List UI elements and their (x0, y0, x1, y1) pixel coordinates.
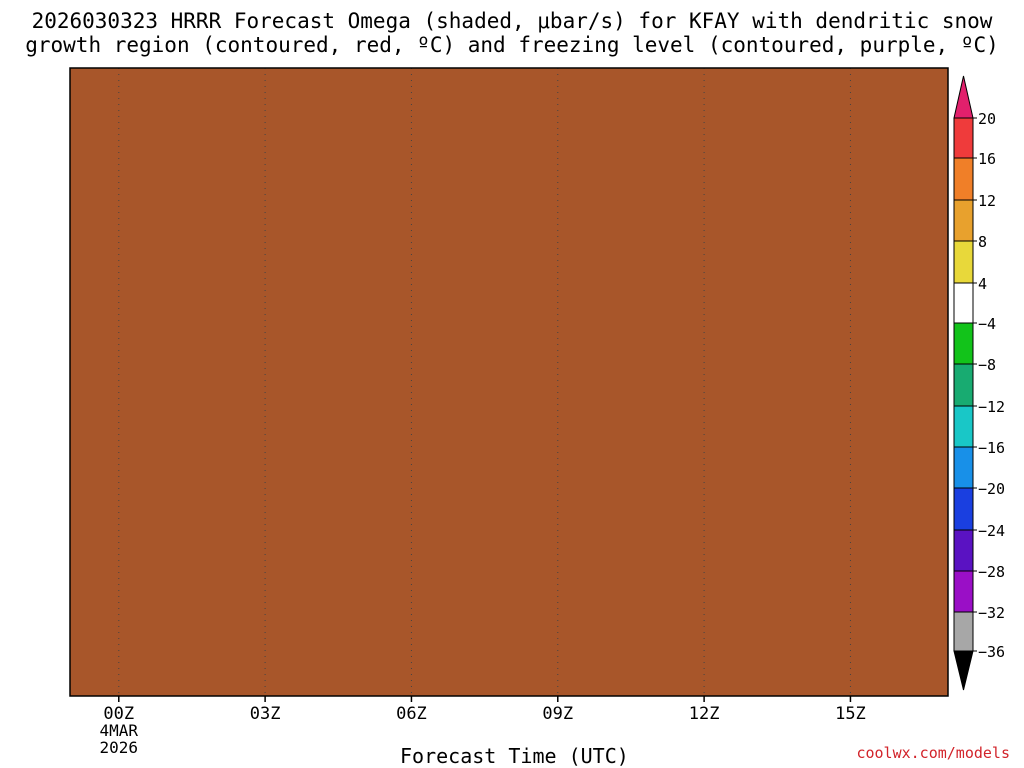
colorbar-swatch-8 (953, 405, 974, 448)
x-date-line-2: 2026 (100, 738, 139, 757)
colorbar-label-11: −28 (978, 563, 1005, 581)
x-tick-label-00Z: 00Z (103, 704, 134, 724)
colorbar-label-7: −12 (978, 398, 1005, 416)
colorbar-label-2: 12 (978, 192, 996, 210)
colorbar-swatch-12 (953, 570, 974, 613)
colorbar-swatch-11 (953, 529, 974, 572)
colorbar-swatch-7 (953, 363, 974, 407)
x-tick-label-06Z: 06Z (396, 704, 427, 724)
colorbar-swatch-bottom (953, 650, 974, 691)
colorbar-label-6: −8 (978, 356, 996, 374)
colorbar-swatch-9 (953, 446, 974, 489)
colorbar-swatch-3 (953, 199, 974, 242)
x-tick-label-09Z: 09Z (542, 704, 573, 724)
colorbar-label-10: −24 (978, 522, 1005, 540)
colorbar-swatch-1 (953, 117, 974, 159)
colorbar-swatch-4 (953, 240, 974, 284)
colorbar-label-4: 4 (978, 275, 987, 293)
ground-strip (70, 68, 948, 696)
x-axis-label: Forecast Time (UTC) (400, 744, 629, 768)
x-tick-label-15Z: 15Z (835, 704, 866, 724)
colorbar-label-12: −32 (978, 604, 1005, 622)
x-tick-label-03Z: 03Z (250, 704, 281, 724)
colorbar: 20 16 12 8 4 −4 −8 −12 −16 −20 −24 −28 −32 −36 (953, 75, 1005, 691)
colorbar-swatch-10 (953, 487, 974, 531)
chart-title-line-2: growth region (contoured, red, ºC) and f… (25, 33, 999, 57)
chart-title-line-1: 2026030323 HRRR Forecast Omega (shaded, … (31, 9, 993, 33)
colorbar-swatch-top (953, 75, 974, 119)
colorbar-label-0: 20 (978, 110, 996, 128)
source-credit: coolwx.com/models (856, 744, 1010, 762)
colorbar-label-13: −36 (978, 643, 1005, 661)
plot-frame (69, 67, 949, 697)
colorbar-label-8: −16 (978, 439, 1005, 457)
colorbar-label-1: 16 (978, 150, 996, 168)
colorbar-swatch-13 (953, 611, 974, 652)
colorbar-swatch-2 (953, 157, 974, 201)
colorbar-swatch-6 (953, 322, 974, 365)
x-tick-label-12Z: 12Z (689, 704, 720, 724)
colorbar-label-9: −20 (978, 480, 1005, 498)
colorbar-label-3: 8 (978, 233, 987, 251)
colorbar-label-5: −4 (978, 315, 996, 333)
plot-area: -18-18-12-120002503003504004505005506006… (69, 67, 949, 757)
colorbar-swatch-5 (953, 282, 974, 324)
plot-content: -18-18-12-12000 (70, 68, 948, 696)
x-date-line-1: 4MAR (100, 721, 139, 740)
